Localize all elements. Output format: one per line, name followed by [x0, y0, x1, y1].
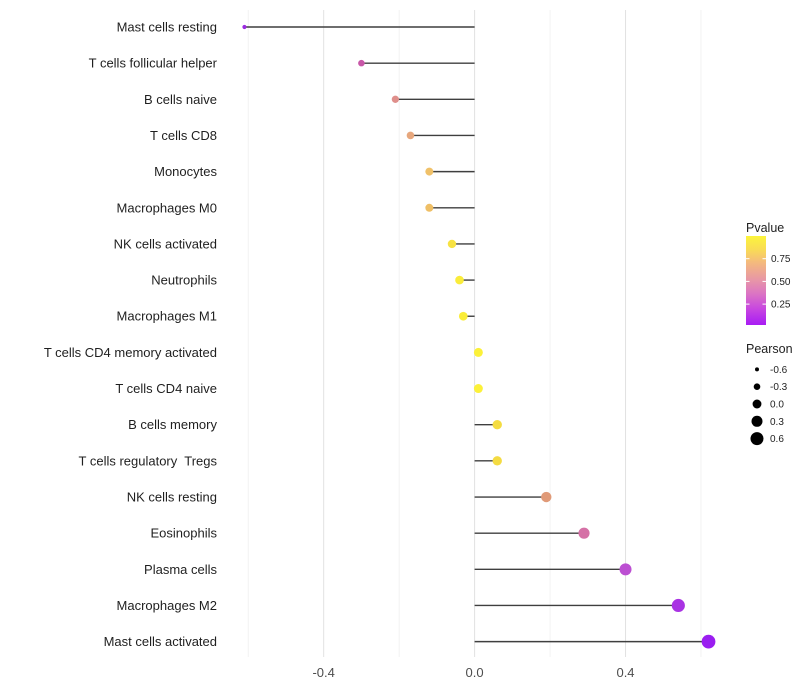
data-point-dot	[358, 59, 365, 67]
pvalue-tick-label: 0.50	[771, 277, 791, 288]
y-axis-label: T cells follicular helper	[89, 56, 218, 71]
pvalue-colorbar-ticks	[746, 258, 766, 305]
pearson-size-label: -0.6	[770, 365, 788, 376]
x-axis-tick-label: 0.0	[466, 665, 484, 680]
y-axis-label: Mast cells resting	[117, 20, 217, 35]
pvalue-colorbar-labels: 0.75 0.50 0.25	[771, 254, 791, 310]
lollipop-dots	[242, 24, 716, 649]
pearson-size-label: 0.0	[770, 400, 784, 411]
y-axis-label: B cells naive	[144, 92, 217, 107]
pearson-size-label: -0.3	[770, 382, 788, 393]
pearson-size-legend: -0.6 -0.3 0.0 0.3 0.6	[750, 365, 788, 446]
data-point-dot	[406, 131, 415, 140]
y-axis-label: Eosinophils	[151, 526, 218, 541]
x-axis-tick-label: -0.4	[312, 665, 334, 680]
y-axis-label: Neutrophils	[151, 273, 217, 288]
y-axis-label: Macrophages M2	[117, 598, 217, 613]
y-axis-label: Monocytes	[154, 164, 217, 179]
data-point-dot	[492, 420, 502, 430]
data-point-dot	[458, 311, 468, 321]
data-point-dot	[455, 275, 464, 285]
y-axis-label: T cells CD8	[150, 128, 217, 143]
y-axis-labels: Mast cells resting T cells follicular hel…	[44, 20, 218, 650]
pearson-size-label: 0.3	[770, 417, 784, 428]
pearson-size-label: 0.6	[770, 434, 784, 445]
pearson-size-dot	[753, 383, 761, 391]
pvalue-colorbar	[746, 236, 766, 325]
y-axis-label: B cells memory	[128, 417, 217, 432]
data-point-dot	[541, 491, 552, 503]
y-axis-label: T cells CD4 memory activated	[44, 345, 217, 360]
data-point-dot	[391, 95, 399, 103]
legend: Pvalue 0.75 0.50 0.25 Pearson -0.6 -0.3 0.0 0…	[746, 221, 793, 446]
pearson-size-dot	[752, 399, 762, 409]
x-gridlines	[247, 10, 702, 657]
data-point-dot	[425, 203, 434, 212]
y-axis-label: NK cells activated	[114, 236, 217, 251]
pvalue-tick-label: 0.75	[771, 254, 791, 265]
pearson-legend-title: Pearson	[746, 342, 793, 356]
data-point-dot	[447, 239, 457, 249]
data-point-dot	[425, 167, 434, 176]
y-axis-label: T cells regulatory Tregs	[79, 453, 218, 468]
lollipop-stems	[244, 26, 709, 643]
data-point-dot	[701, 634, 716, 649]
y-axis-label: Mast cells activated	[104, 634, 217, 649]
x-axis-tick-label: 0.4	[616, 665, 634, 680]
pearson-size-dot	[750, 432, 764, 446]
y-axis-label: Plasma cells	[144, 562, 217, 577]
y-axis-label: Macrophages M1	[117, 309, 217, 324]
data-point-dot	[671, 598, 685, 613]
pvalue-legend-title: Pvalue	[746, 221, 784, 235]
y-axis-label: NK cells resting	[127, 490, 217, 505]
data-point-dot	[242, 24, 247, 30]
y-axis-label: T cells CD4 naive	[115, 381, 217, 396]
data-point-dot	[619, 563, 632, 576]
data-point-dot	[473, 347, 483, 357]
x-axis-tick-labels: -0.4 0.0 0.4	[312, 665, 634, 680]
pearson-size-dot	[755, 367, 759, 372]
data-point-dot	[578, 527, 590, 539]
data-point-dot	[473, 384, 483, 394]
pearson-size-dot	[751, 415, 763, 427]
data-point-dot	[492, 456, 502, 466]
y-axis-label: Macrophages M0	[117, 200, 217, 215]
pvalue-tick-label: 0.25	[771, 300, 791, 311]
